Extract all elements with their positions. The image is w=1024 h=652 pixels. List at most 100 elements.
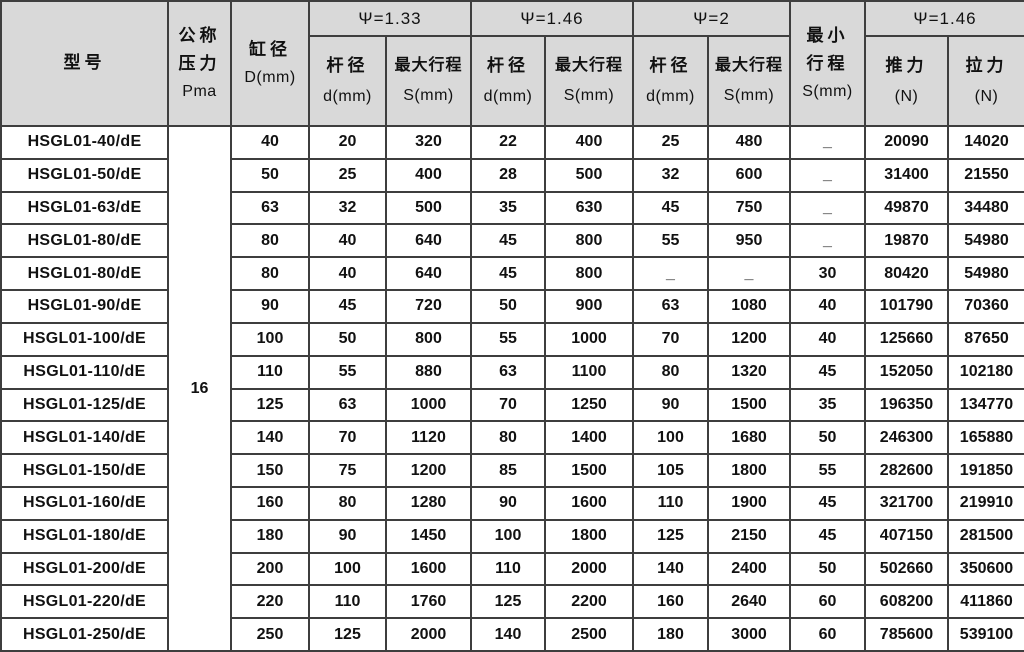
model-cell: HSGL01-90/dE [0, 289, 169, 324]
value-cell: 1200 [707, 321, 791, 357]
value-cell: 219910 [947, 485, 1024, 521]
value-cell: 30 [789, 256, 866, 292]
model-cell: HSGL01-40/dE [0, 125, 169, 160]
col-header-max-stroke-2: 最大行程 S(mm) [707, 35, 791, 127]
value-cell: 63 [230, 190, 310, 226]
push-unit: (N) [894, 87, 919, 105]
value-cell: 87650 [947, 321, 1024, 357]
table-row: HSGL01-90/dE 90 45 720 50 900 63 1080 40 101790 70… [0, 289, 1024, 324]
value-cell: _ [707, 256, 791, 292]
value-cell: 25 [632, 125, 709, 160]
value-cell: 40 [789, 289, 866, 324]
value-cell: 125 [308, 617, 387, 652]
model-cell: HSGL01-160/dE [0, 485, 169, 521]
value-cell: 45 [308, 289, 387, 324]
value-cell: 350600 [947, 551, 1024, 587]
value-cell: 63 [470, 354, 546, 390]
value-cell: 70 [632, 321, 709, 357]
value-cell: _ [789, 157, 866, 193]
table-row: HSGL01-63/dE 63 32 500 35 630 45 750 _ 49870 34480 [0, 190, 1024, 226]
value-cell: 1000 [385, 387, 472, 423]
value-cell: 34480 [947, 190, 1024, 226]
value-cell: 411860 [947, 584, 1024, 620]
value-cell: 125 [230, 387, 310, 423]
value-cell: 150 [230, 453, 310, 488]
value-cell: 539100 [947, 617, 1024, 652]
value-cell: 1200 [385, 453, 472, 488]
value-cell: 35 [789, 387, 866, 423]
value-cell: 2200 [544, 584, 634, 620]
table-row: HSGL01-180/dE 180 90 1450 100 1800 125 2150 45 40… [0, 518, 1024, 554]
value-cell: 32 [308, 190, 387, 226]
value-cell: 55 [632, 223, 709, 259]
value-cell: 50 [789, 420, 866, 456]
min-stroke-header-line2: 行程 [806, 53, 849, 73]
table-header: 型号 公称 压力 Pma 缸径 D(mm) Ψ=1.33 Ψ=1.46 Ψ=2 … [0, 0, 1024, 127]
bore-header-line2: D(mm) [244, 68, 296, 86]
model-cell: HSGL01-80/dE [0, 256, 169, 292]
value-cell: 407150 [864, 518, 949, 554]
rod-label: 杆径 [487, 55, 529, 75]
table-row: HSGL01-50/dE 50 25 400 28 500 32 600 _ 31400 21550 [0, 157, 1024, 193]
rod-unit: d(mm) [646, 87, 695, 105]
value-cell: 60 [789, 584, 866, 620]
table-row: HSGL01-125/dE 125 63 1000 70 1250 90 1500 35 1963… [0, 387, 1024, 423]
group-header-psi-146: Ψ=1.46 [470, 0, 634, 37]
table-row: HSGL01-160/dE 160 80 1280 90 1600 110 1900 45 321… [0, 485, 1024, 521]
value-cell: 70 [308, 420, 387, 456]
rod-unit: d(mm) [323, 87, 372, 105]
rod-unit: d(mm) [483, 87, 533, 105]
value-cell: 40 [308, 223, 387, 259]
value-cell: 1400 [544, 420, 634, 456]
value-cell: 880 [385, 354, 472, 390]
value-cell: 54980 [947, 223, 1024, 259]
value-cell: 50 [308, 321, 387, 357]
value-cell: 630 [544, 190, 634, 226]
table-row: HSGL01-220/dE 220 110 1760 125 2200 160 2640 60 6… [0, 584, 1024, 620]
max-stroke-unit: S(mm) [723, 87, 775, 104]
value-cell: 85 [470, 453, 546, 488]
value-cell: 80 [230, 256, 310, 292]
model-cell: HSGL01-63/dE [0, 190, 169, 226]
table-row: HSGL01-80/dE 80 40 640 45 800 55 950 _ 19870 54980 [0, 223, 1024, 259]
value-cell: 63 [632, 289, 709, 324]
max-stroke-label: 最大行程 [394, 57, 463, 75]
rod-label: 杆径 [326, 55, 369, 75]
value-cell: 40 [789, 321, 866, 357]
table-row: HSGL01-40/dE 16 40 20 320 22 400 25 480 _ 20090 140… [0, 125, 1024, 652]
value-cell: 140 [632, 551, 709, 587]
pull-unit: (N) [974, 87, 999, 105]
value-cell: 160 [230, 485, 310, 521]
model-cell: HSGL01-50/dE [0, 157, 169, 193]
value-cell: 281500 [947, 518, 1024, 554]
value-cell: 800 [544, 223, 634, 259]
value-cell: 1800 [544, 518, 634, 554]
value-cell: 2500 [544, 617, 634, 652]
group-header-psi-2: Ψ=2 [632, 0, 791, 37]
header-sub-row: 杆径 d(mm) 最大行程 S(mm) 杆径 d(mm) 最大行程 S(mm) … [1, 35, 1024, 127]
value-cell: 125 [470, 584, 546, 620]
value-cell: 200 [230, 551, 310, 587]
value-cell: 608200 [864, 584, 949, 620]
value-cell: 140 [470, 617, 546, 652]
col-header-rod-146: 杆径 d(mm) [470, 35, 546, 127]
value-cell: 160 [632, 584, 709, 620]
value-cell: 45 [632, 190, 709, 226]
value-cell: 90 [308, 518, 387, 554]
value-cell: 500 [544, 157, 634, 193]
col-header-nominal-pressure: 公称 压力 Pma [167, 0, 232, 127]
value-cell: 800 [544, 256, 634, 292]
value-cell: 134770 [947, 387, 1024, 423]
value-cell: 20090 [864, 125, 949, 160]
value-cell: _ [789, 190, 866, 226]
col-header-model: 型号 [0, 0, 169, 127]
col-header-bore: 缸径 D(mm) [230, 0, 310, 127]
value-cell: 246300 [864, 420, 949, 456]
value-cell: 100 [632, 420, 709, 456]
value-cell: 750 [707, 190, 791, 226]
value-cell: 45 [789, 518, 866, 554]
value-cell: 2000 [544, 551, 634, 587]
value-cell: 321700 [864, 485, 949, 521]
value-cell: 1280 [385, 485, 472, 521]
